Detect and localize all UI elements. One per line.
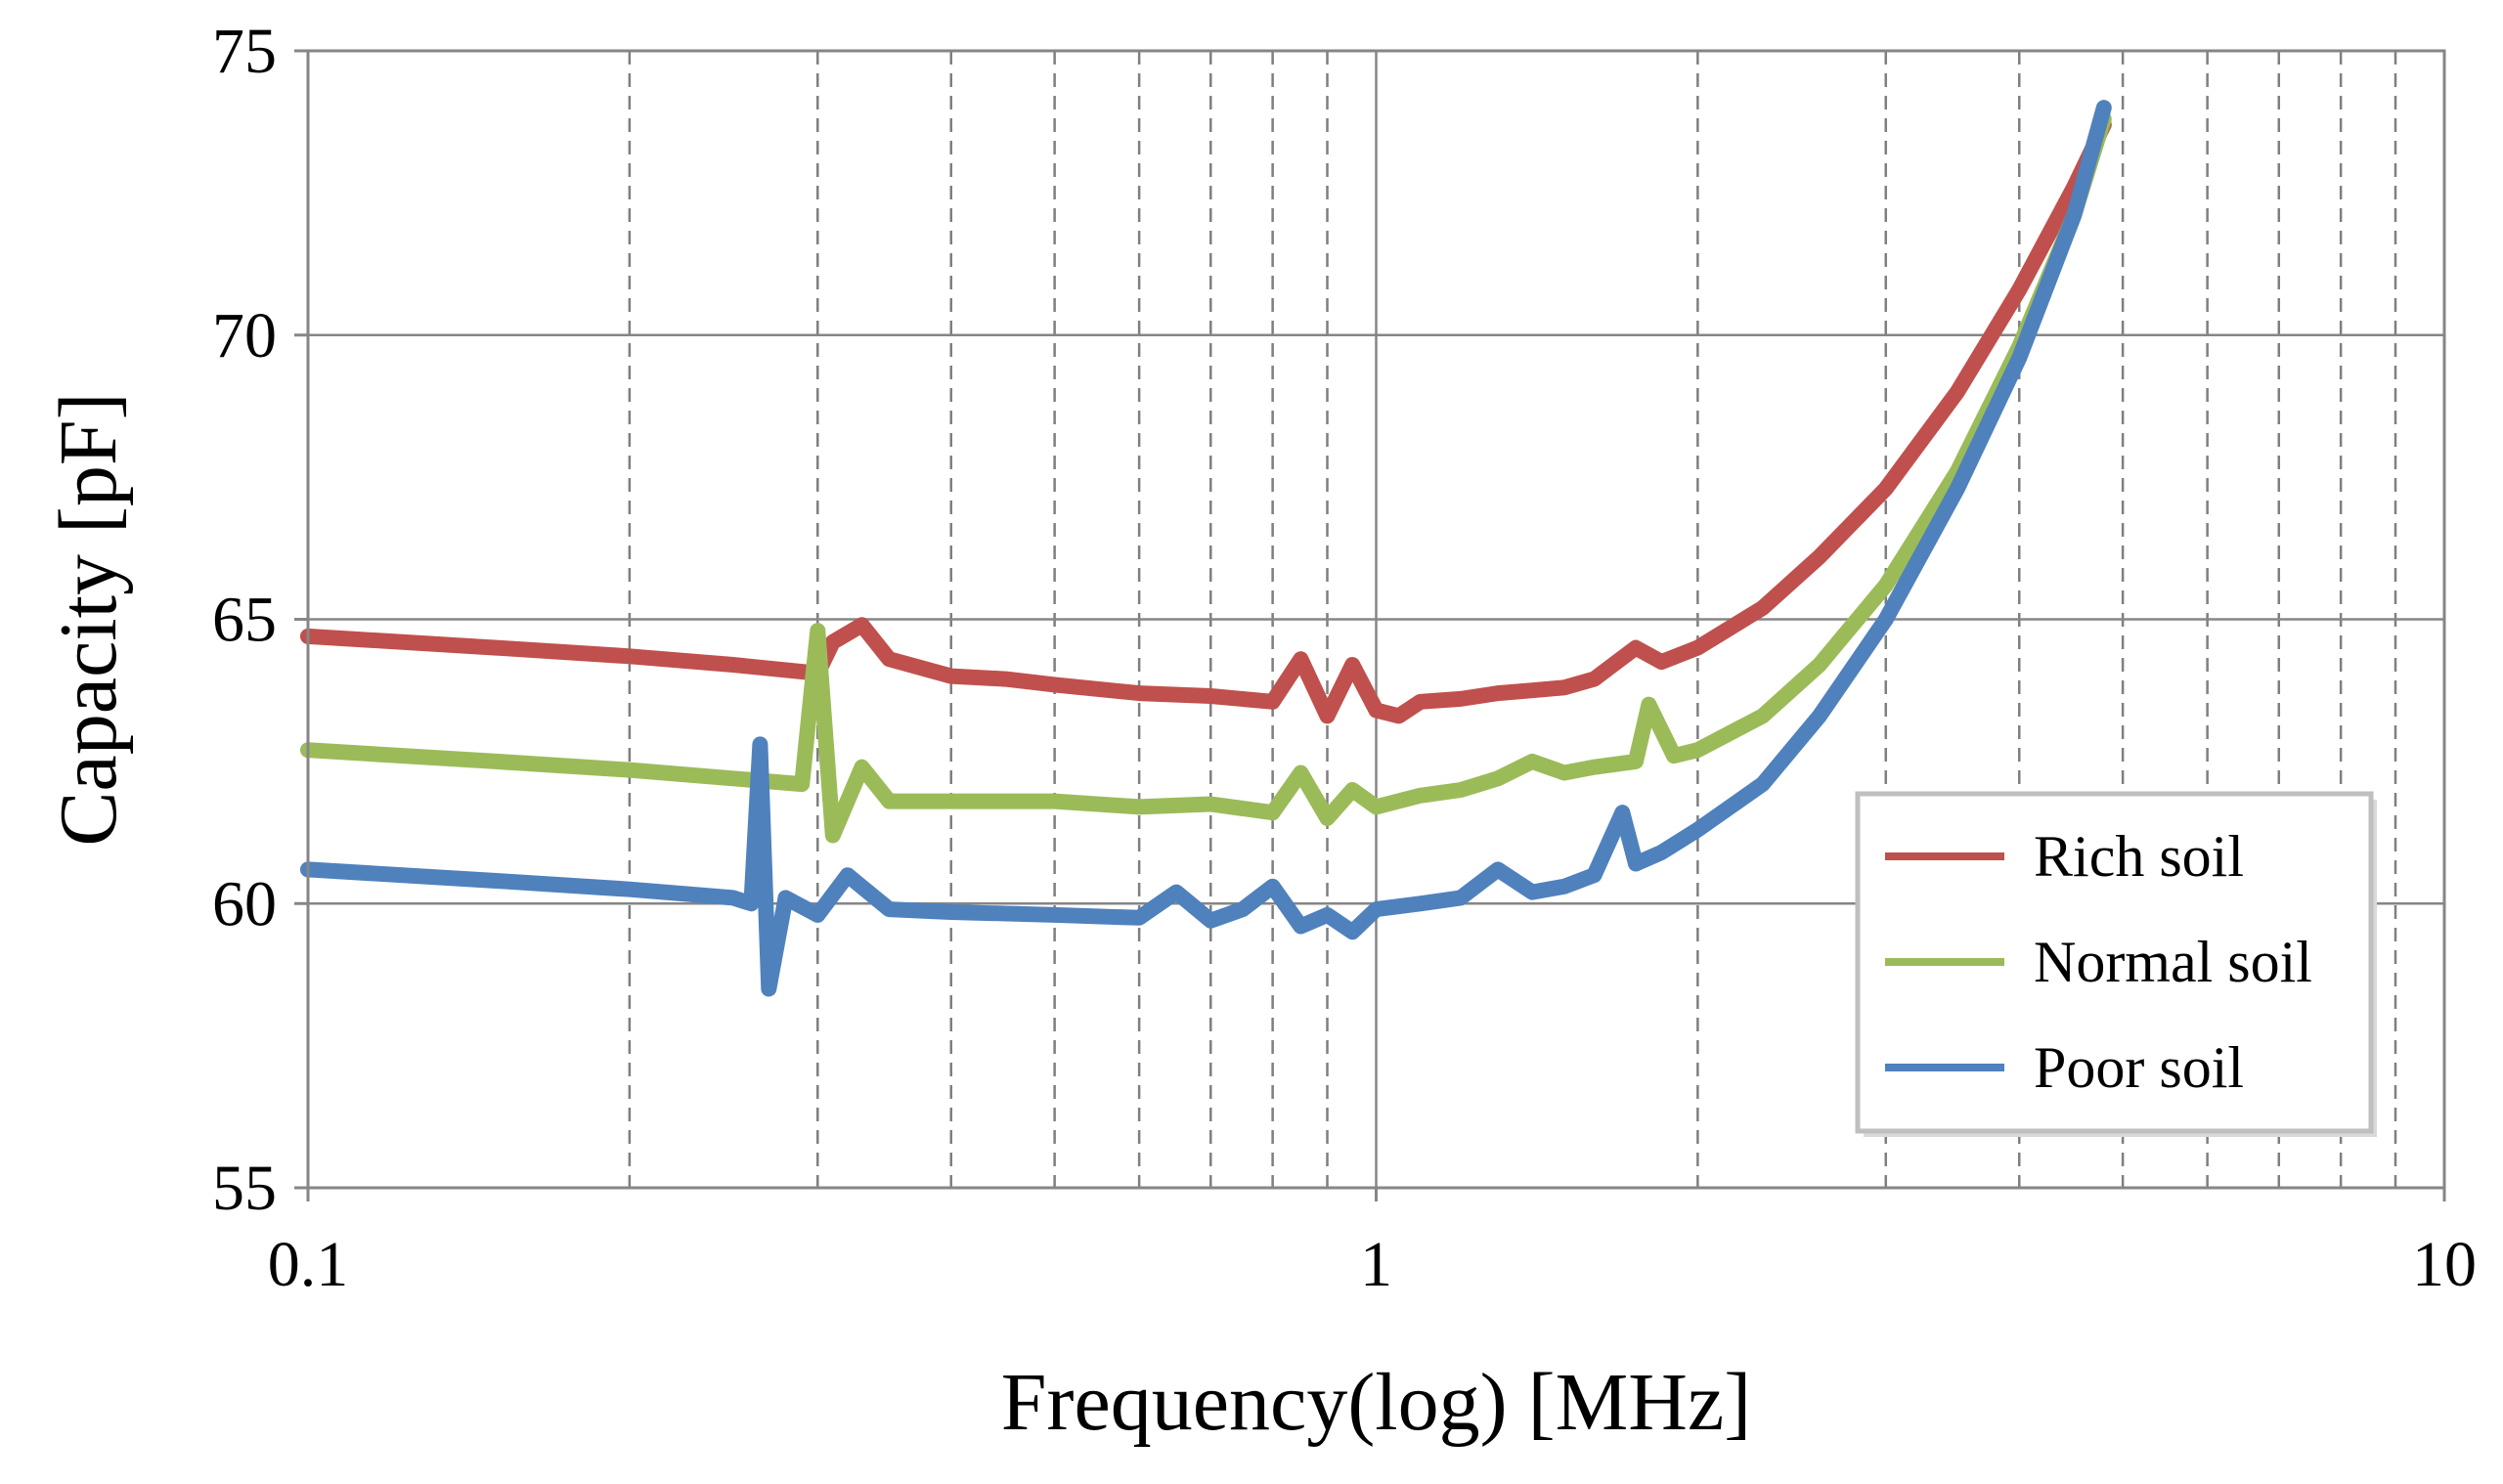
legend-label: Normal soil [2034,930,2312,994]
legend-label: Rich soil [2034,824,2244,889]
x-axis-ticks: 0.1 1 10 [268,1188,2477,1300]
series-layer [300,100,2112,997]
x-tick-label: 1 [1360,1229,1392,1300]
y-tick-label: 65 [212,585,277,656]
x-axis-title: Frequency(log) [MHz] [1001,1357,1751,1448]
y-tick-label: 70 [212,300,277,371]
series-line-rich-soil [300,116,2112,724]
y-axis-ticks: 55 60 65 70 75 [212,16,308,1224]
legend: Rich soil Normal soil Poor soil [1855,791,2377,1137]
y-tick-label: 75 [212,16,277,87]
legend-label: Poor soil [2034,1035,2244,1100]
x-tick-label: 0.1 [268,1229,349,1300]
y-tick-label: 60 [212,868,277,939]
series-line-normal-soil [300,110,2112,844]
y-axis-title: Capacity [pF] [43,392,134,846]
y-tick-label: 55 [212,1153,277,1224]
series-line-poor-soil [300,100,2112,997]
x-tick-label: 10 [2412,1229,2477,1300]
